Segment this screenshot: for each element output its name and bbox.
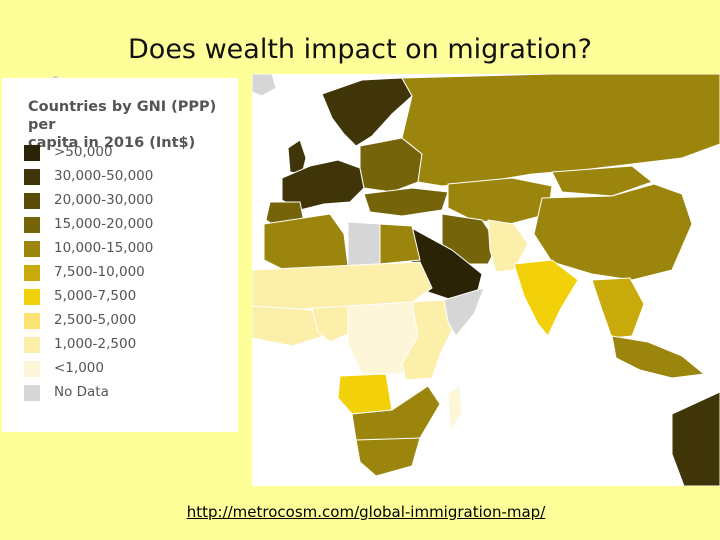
legend-swatch (24, 241, 40, 257)
nigeria-region (311, 305, 353, 343)
legend-swatch (24, 145, 40, 161)
mongolia-region (551, 165, 654, 197)
legend-label: 30,000-50,000 (54, 168, 154, 184)
russia-region (401, 74, 720, 187)
somalia-region (443, 287, 485, 337)
southeast-asia-region (591, 277, 645, 339)
legend-label: <1,000 (54, 360, 104, 376)
legend-label: 20,000-30,000 (54, 192, 154, 208)
uk-region (287, 139, 307, 175)
world-map (252, 74, 720, 486)
legend-label: 7,500-10,000 (54, 264, 145, 280)
egypt-region (379, 223, 421, 265)
north-europe-region (321, 77, 413, 147)
madagascar-region (447, 385, 463, 432)
legend-title: Countries by GNI (PPP) per capita in 201… (28, 98, 238, 152)
china-region (533, 183, 693, 281)
libya-region (347, 221, 381, 271)
central-asia-region (447, 177, 553, 225)
legend-swatch (24, 385, 40, 401)
map-legend: Countries by GNI (PPP) per capita in 201… (2, 78, 238, 432)
south-africa-region (355, 437, 421, 477)
greenland-region (252, 74, 277, 97)
indonesia-region (611, 335, 706, 379)
legend-title-line1: Countries by GNI (PPP) per (28, 99, 217, 133)
legend-label: >50,000 (54, 144, 113, 160)
legend-swatch (24, 337, 40, 353)
slide-title: Does wealth impact on migration? (128, 34, 592, 65)
source-link[interactable]: http://metrocosm.com/global-immigration-… (186, 503, 546, 521)
australia-region (671, 391, 720, 486)
legend-swatch (24, 193, 40, 209)
legend-swatch (24, 289, 40, 305)
legend-label: 5,000-7,500 (54, 288, 137, 304)
legend-swatch (24, 217, 40, 233)
legend-swatch (24, 361, 40, 377)
legend-label: 2,500-5,000 (54, 312, 137, 328)
legend-swatch (24, 265, 40, 281)
legend-label: 10,000-15,000 (54, 240, 154, 256)
angola-region (337, 373, 393, 415)
gni-choropleth-map (252, 74, 720, 486)
legend-swatch (24, 313, 40, 329)
legend-label: 15,000-20,000 (54, 216, 154, 232)
legend-title-line2: capita in 2016 (Int$) (28, 135, 196, 151)
legend-label: 1,000-2,500 (54, 336, 137, 352)
legend-swatch (24, 169, 40, 185)
pakistan-region (487, 219, 529, 273)
turkey-region (363, 187, 449, 217)
north-africa-region (263, 213, 349, 275)
india-region (513, 259, 579, 337)
west-africa-region (252, 305, 325, 347)
legend-label: No Data (54, 384, 109, 400)
